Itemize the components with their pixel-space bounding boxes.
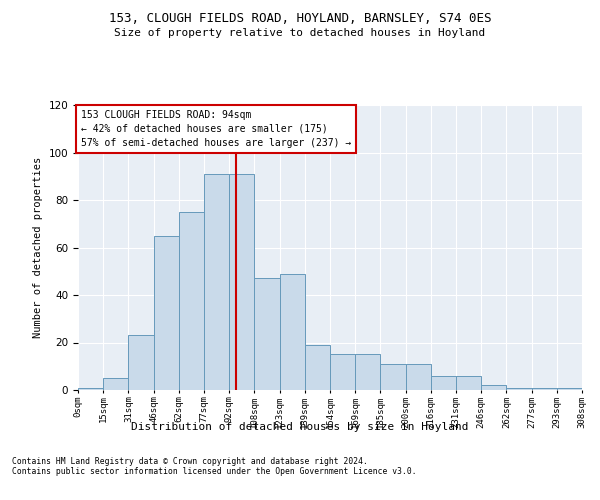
Bar [355, 354, 380, 390]
Bar [154, 236, 179, 390]
Bar [481, 385, 506, 390]
Bar [128, 336, 154, 390]
Text: Contains HM Land Registry data © Crown copyright and database right 2024.: Contains HM Land Registry data © Crown c… [12, 457, 368, 466]
Bar [229, 174, 254, 390]
Bar [406, 364, 431, 390]
Bar [380, 364, 406, 390]
Bar [254, 278, 280, 390]
Bar [456, 376, 481, 390]
Bar [330, 354, 355, 390]
Text: 153, CLOUGH FIELDS ROAD, HOYLAND, BARNSLEY, S74 0ES: 153, CLOUGH FIELDS ROAD, HOYLAND, BARNSL… [109, 12, 491, 26]
Bar [532, 388, 557, 390]
Text: Size of property relative to detached houses in Hoyland: Size of property relative to detached ho… [115, 28, 485, 38]
Bar [103, 378, 128, 390]
Text: Contains public sector information licensed under the Open Government Licence v3: Contains public sector information licen… [12, 467, 416, 476]
Text: 153 CLOUGH FIELDS ROAD: 94sqm
← 42% of detached houses are smaller (175)
57% of : 153 CLOUGH FIELDS ROAD: 94sqm ← 42% of d… [82, 110, 352, 148]
Bar [204, 174, 229, 390]
Bar [506, 388, 532, 390]
Text: Distribution of detached houses by size in Hoyland: Distribution of detached houses by size … [131, 422, 469, 432]
Y-axis label: Number of detached properties: Number of detached properties [33, 157, 43, 338]
Bar [431, 376, 456, 390]
Bar [557, 388, 582, 390]
Bar [179, 212, 204, 390]
Bar [280, 274, 305, 390]
Bar [78, 388, 103, 390]
Bar [305, 345, 330, 390]
